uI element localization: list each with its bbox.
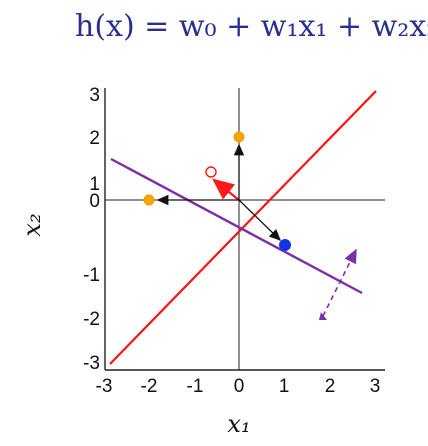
y-tick-label: -1 bbox=[83, 265, 100, 286]
x-tick-label: -2 bbox=[141, 376, 158, 397]
y-tick-labels: 3 2 1 0 -1 -2 -3 bbox=[83, 85, 100, 374]
y-tick-label: 0 bbox=[89, 191, 100, 212]
orange-point-left bbox=[143, 194, 155, 206]
y-axis-label: x₂ bbox=[18, 213, 46, 236]
x-tick-label: -3 bbox=[96, 376, 113, 397]
equation-title: h(x) = w₀ + w₁x₁ + w₂x₂=0 bbox=[75, 9, 428, 44]
y-tick-label: -3 bbox=[83, 353, 100, 374]
x-tick-label: 1 bbox=[279, 376, 290, 397]
x-tick-labels: -3 -2 -1 0 1 2 3 bbox=[96, 376, 381, 397]
projection-arrow-down-right bbox=[238, 199, 281, 241]
orange-point-top bbox=[233, 131, 245, 143]
blue-point bbox=[279, 239, 291, 251]
normal-vector-arrow bbox=[212, 178, 240, 201]
y-tick-label: -2 bbox=[83, 309, 100, 330]
y-tick-label: 2 bbox=[89, 128, 100, 149]
x-tick-label: 3 bbox=[370, 376, 381, 397]
normal-vector-circle bbox=[205, 166, 217, 178]
y-tick-label: 1 bbox=[89, 174, 100, 195]
dashed-direction-arrow bbox=[322, 248, 357, 317]
red-diagonal-line bbox=[109, 90, 377, 365]
x-tick-label: 2 bbox=[325, 376, 336, 397]
axes bbox=[104, 88, 385, 371]
y-tick-label: 3 bbox=[89, 85, 100, 106]
x-axis-label: x₁ bbox=[227, 410, 250, 438]
decision-boundary-line bbox=[110, 157, 363, 295]
x-tick-label: -1 bbox=[187, 376, 204, 397]
dashed-arrow-tail-head bbox=[319, 312, 327, 320]
x-tick-label: 0 bbox=[234, 376, 245, 397]
